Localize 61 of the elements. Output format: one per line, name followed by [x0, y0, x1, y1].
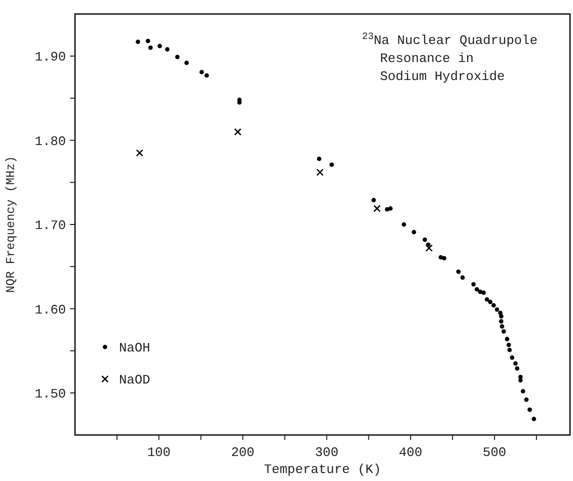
point: [330, 162, 334, 167]
y-tick-label: 1.90: [34, 50, 66, 65]
x-tick-label: 200: [231, 445, 254, 460]
point: [234, 128, 242, 136]
point: [499, 314, 504, 318]
point: [502, 329, 506, 334]
legend-label: NaOD: [119, 372, 150, 388]
point: [316, 168, 324, 176]
point: [136, 149, 144, 157]
x-tick-label: 400: [398, 445, 422, 460]
point: [425, 244, 433, 252]
point: [373, 204, 381, 212]
y-tick-label: 1.50: [34, 386, 66, 402]
point: [158, 44, 162, 48]
point: [471, 282, 476, 286]
point: [316, 156, 322, 162]
point: [491, 303, 496, 308]
point: [528, 408, 532, 412]
point: [184, 60, 189, 66]
point: [148, 45, 153, 50]
point: [504, 336, 510, 342]
point: [165, 47, 170, 52]
point: [532, 416, 536, 422]
point: [442, 256, 446, 260]
legend-label: NaOH: [119, 340, 150, 356]
point: [422, 237, 428, 242]
point: [514, 366, 520, 371]
point: [481, 290, 486, 295]
point: [456, 269, 461, 274]
point: [460, 275, 465, 280]
point: [371, 198, 376, 202]
y-tick-label: 1.70: [34, 218, 66, 234]
y-tick-label: 1.80: [34, 134, 66, 149]
point: [412, 230, 416, 234]
point: [402, 222, 406, 227]
point: [518, 378, 523, 382]
point: [513, 361, 518, 366]
point: [510, 355, 514, 360]
point: [388, 206, 393, 211]
point: [204, 73, 209, 78]
point: [484, 297, 490, 302]
y-axis-title: NQR Frequency (MHz): [4, 156, 18, 293]
point: [494, 307, 500, 312]
point: [507, 348, 512, 352]
x-tick-label: 500: [482, 445, 506, 460]
point: [506, 342, 511, 348]
point: [500, 324, 504, 329]
point: [488, 300, 492, 304]
x-tick-label: 100: [147, 445, 171, 460]
point: [524, 397, 529, 402]
x-tick-label: 300: [314, 445, 338, 460]
text: $^{23}$Na Nuclear Quadrupole Resonance in Sodium Hydroxide: [362, 30, 538, 84]
x-axis-title: Temperature (K): [264, 462, 382, 477]
point: [175, 54, 180, 60]
point: [136, 40, 140, 44]
point: [474, 287, 480, 292]
point: [499, 319, 504, 324]
point: [146, 38, 150, 44]
y-tick-label: 1.60: [34, 302, 66, 318]
point: [199, 70, 204, 74]
point: [520, 389, 526, 394]
